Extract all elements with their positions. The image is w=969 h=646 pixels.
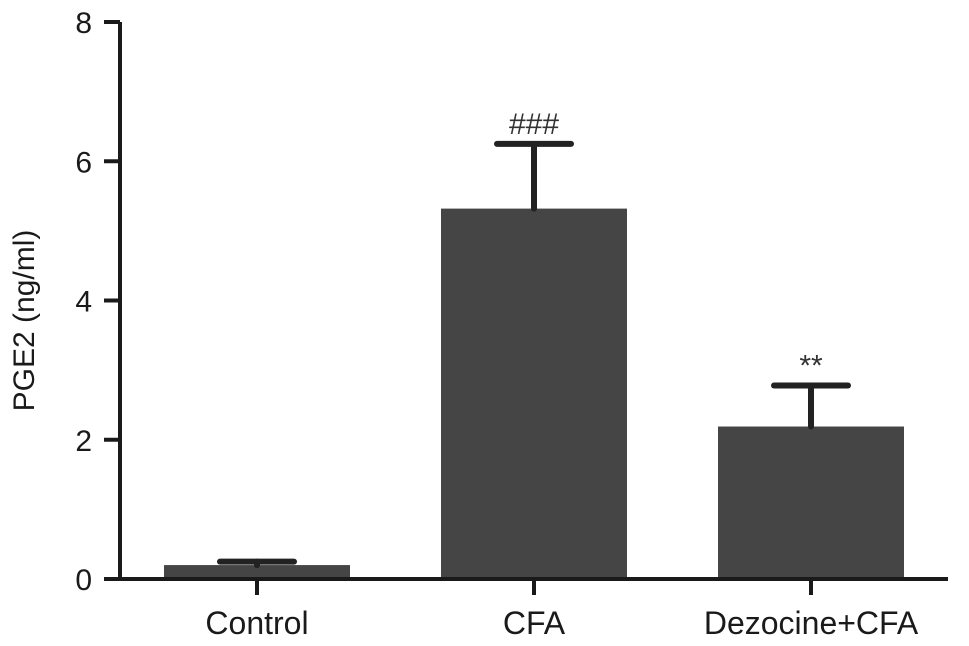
significance-annotation: ** <box>799 349 823 382</box>
y-tick-label: 6 <box>75 146 92 179</box>
y-tick-label: 4 <box>75 286 92 319</box>
y-axis-label: PGE2 (ng/ml) <box>8 230 41 412</box>
y-ticks-layer: 0 2 4 6 8 <box>75 7 120 597</box>
bars-layer <box>164 208 904 579</box>
x-tick-label: Dezocine+CFA <box>704 605 919 641</box>
y-tick-label: 2 <box>75 425 92 458</box>
annotations-layer: ### ** <box>509 108 823 383</box>
y-tick-label: 0 <box>75 564 92 597</box>
bar-cfa <box>441 208 627 579</box>
x-ticks-layer: Control CFA Dezocine+CFA <box>205 579 919 641</box>
x-tick-label: CFA <box>503 605 566 641</box>
significance-annotation: ### <box>509 108 559 141</box>
bar-dezocine-cfa <box>718 426 904 579</box>
x-tick-label: Control <box>205 605 308 641</box>
bar-control <box>164 565 350 579</box>
error-bars-layer <box>217 140 851 569</box>
y-tick-label: 8 <box>75 7 92 40</box>
